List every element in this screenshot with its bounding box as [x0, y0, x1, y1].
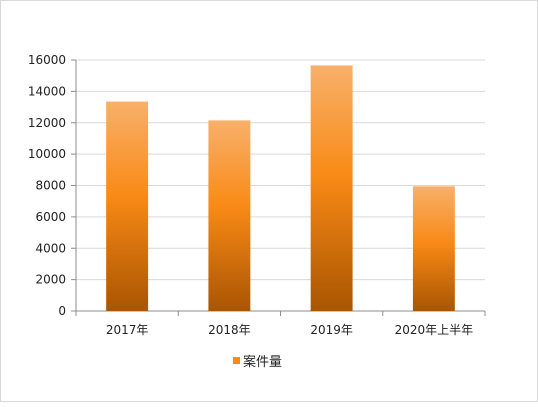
legend-swatch — [233, 357, 240, 364]
x-tick-label: 2019年 — [310, 323, 353, 337]
y-tick-label: 0 — [58, 304, 66, 318]
y-tick-label: 8000 — [35, 179, 66, 193]
x-tick-label: 2018年 — [208, 323, 251, 337]
y-tick-label: 2000 — [35, 273, 66, 287]
y-tick-label: 4000 — [35, 241, 66, 255]
y-tick-label: 10000 — [28, 147, 66, 161]
y-tick-label: 6000 — [35, 210, 66, 224]
y-tick-label: 12000 — [28, 116, 66, 130]
bars — [106, 65, 455, 312]
bar — [208, 120, 251, 311]
x-tick-label: 2020年上半年 — [395, 323, 474, 337]
bar — [412, 186, 455, 311]
legend-label: 案件量 — [243, 355, 282, 370]
bar — [106, 101, 149, 312]
legend: 案件量 — [233, 355, 282, 370]
y-tick-label: 14000 — [28, 84, 66, 98]
tick-labels: 0 2000 4000 6000 8000 10000 12000 14000 16000 201… — [28, 53, 473, 337]
x-tick-label: 2017年 — [106, 323, 149, 337]
bar — [310, 65, 353, 311]
y-tick-label: 16000 — [28, 53, 66, 67]
